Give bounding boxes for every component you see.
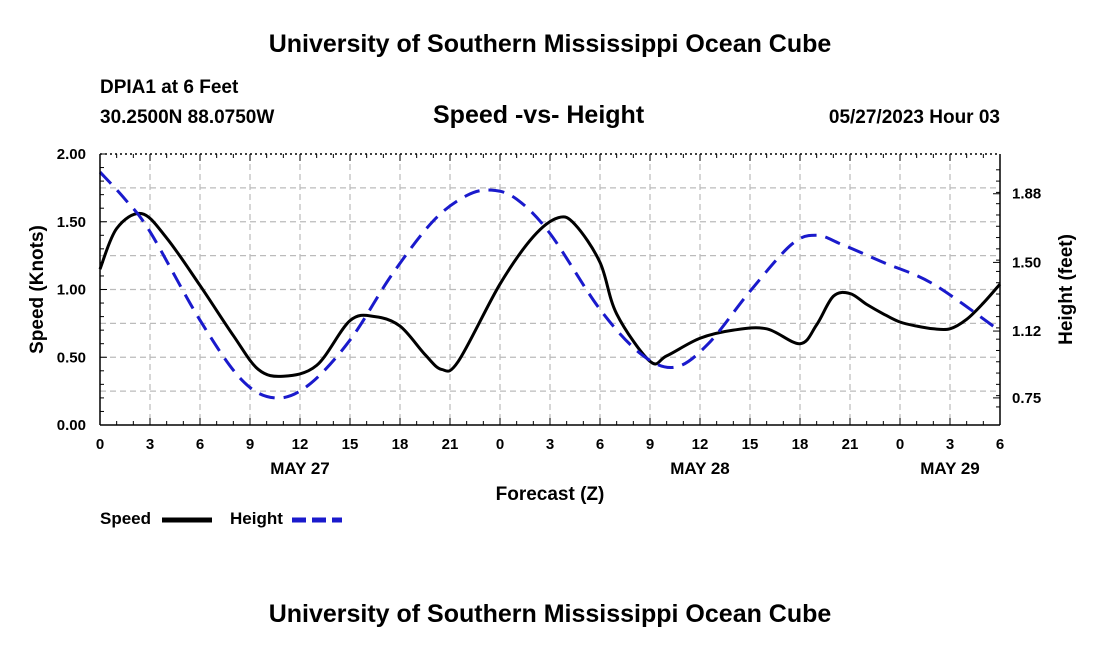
x-tick-label: 12 — [692, 436, 709, 453]
y-right-tick-label: 1.50 — [1012, 254, 1041, 271]
x-tick-label: 3 — [146, 436, 154, 453]
coordinates-label: 30.2500N 88.0750W — [100, 107, 275, 128]
x-tick-label: 15 — [742, 436, 759, 453]
forecast-datetime: 05/27/2023 Hour 03 — [828, 107, 1000, 128]
y-right-axis-label: Height (feet) — [1056, 234, 1077, 345]
x-tick-label: 0 — [496, 436, 504, 453]
y-left-axis-label: Speed (Knots) — [27, 225, 48, 354]
x-tick-label: 3 — [946, 436, 954, 453]
y-left-tick-label: 1.00 — [57, 282, 86, 299]
x-tick-label: 9 — [246, 436, 254, 453]
y-left-tick-label: 0.50 — [57, 349, 86, 366]
x-tick-label: 12 — [292, 436, 309, 453]
series-speed-line — [98, 211, 1002, 378]
x-tick-label: 0 — [896, 436, 904, 453]
legend-speed-label: Speed — [100, 509, 152, 528]
station-label: DPIA1 at 6 Feet — [100, 77, 239, 98]
date-label: MAY 27 — [270, 459, 330, 478]
x-tick-label: 15 — [342, 436, 359, 453]
y-right-tick-label: 1.88 — [1012, 186, 1041, 203]
x-tick-label: 21 — [842, 436, 859, 453]
x-tick-label: 0 — [96, 436, 104, 453]
x-tick-label: 9 — [646, 436, 654, 453]
date-label: MAY 29 — [920, 459, 980, 478]
x-tick-label: 3 — [546, 436, 554, 453]
x-tick-label: 6 — [596, 436, 604, 453]
y-left-tick-label: 2.00 — [57, 146, 86, 163]
y-right-tick-label: 0.75 — [1012, 390, 1041, 407]
chart-title: University of Southern Mississippi Ocean… — [268, 30, 832, 58]
date-label: MAY 28 — [670, 459, 730, 478]
x-tick-label: 6 — [996, 436, 1004, 453]
series-height-line — [98, 171, 1001, 400]
y-left-tick-label: 0.00 — [57, 417, 86, 434]
x-tick-label: 6 — [196, 436, 204, 453]
chart-subtitle: Speed -vs- Height — [433, 101, 645, 129]
x-tick-label: 21 — [442, 436, 459, 453]
y-left-tick-label: 1.50 — [57, 214, 86, 231]
legend-height-label: Height — [230, 509, 283, 528]
footer-title: University of Southern Mississippi Ocean… — [268, 600, 832, 628]
x-tick-label: 18 — [392, 436, 409, 453]
x-axis-label: Forecast (Z) — [496, 484, 605, 505]
x-tick-label: 18 — [792, 436, 809, 453]
y-right-tick-label: 1.12 — [1012, 323, 1041, 340]
